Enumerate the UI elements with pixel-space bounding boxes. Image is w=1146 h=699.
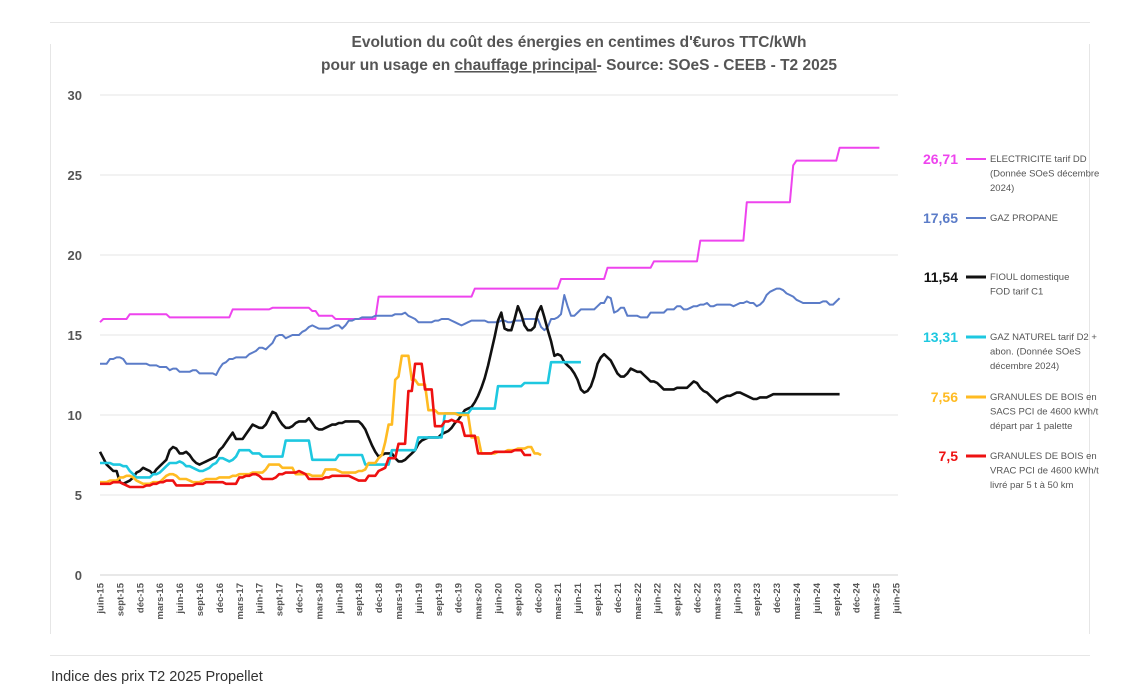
legend-text-6: livré par 5 t à 50 km bbox=[990, 480, 1074, 491]
x-tick-label: déc-15 bbox=[135, 582, 146, 613]
chart-title-line1: Evolution du coût des énergies en centim… bbox=[352, 34, 807, 51]
x-tick-label: déc-19 bbox=[454, 583, 465, 613]
legend-text-2: GAZ PROPANE bbox=[990, 213, 1058, 224]
series-line-2 bbox=[100, 287, 841, 376]
x-tick-label: juin-22 bbox=[653, 583, 664, 615]
legend-text-1: 2024) bbox=[990, 183, 1014, 194]
legend-value-1: 26,71 bbox=[923, 151, 958, 167]
legend-value-5: 7,56 bbox=[931, 389, 958, 405]
chart-title-line2: pour un usage en chauffage principal- So… bbox=[321, 57, 837, 74]
series-line-5 bbox=[100, 354, 542, 486]
x-tick-label: mars-23 bbox=[712, 583, 723, 619]
x-tick-label: déc-23 bbox=[772, 583, 783, 613]
gridlines bbox=[100, 94, 898, 496]
legend-text-3: FOD tarif C1 bbox=[990, 287, 1043, 298]
x-tick-label: juin-18 bbox=[334, 583, 345, 615]
legend-text-6: GRANULES DE BOIS en bbox=[990, 451, 1097, 462]
x-tick-label: sept-21 bbox=[593, 582, 604, 616]
x-tick-label: mars-17 bbox=[235, 583, 246, 619]
x-tick-label: sept-20 bbox=[513, 583, 524, 616]
x-tick-label: sept-23 bbox=[752, 583, 763, 616]
series-line-4 bbox=[100, 360, 581, 479]
x-tick-label: déc-18 bbox=[374, 583, 385, 613]
x-tick-label: mars-18 bbox=[314, 583, 325, 619]
x-tick-label: mars-24 bbox=[792, 582, 803, 619]
legend-text-5: départ par 1 palette bbox=[990, 421, 1072, 432]
x-tick-label: sept-18 bbox=[354, 583, 365, 616]
x-tick-label: juin-19 bbox=[414, 583, 425, 615]
x-tick-label: déc-16 bbox=[215, 583, 226, 613]
legend-text-3: FIOUL domestique bbox=[990, 272, 1069, 283]
x-tick-label: juin-24 bbox=[812, 582, 823, 614]
chart-image-frame bbox=[50, 44, 1090, 634]
legend-text-5: SACS PCI de 4600 kWh/t bbox=[990, 407, 1099, 418]
legend-value-3: 11,54 bbox=[924, 269, 958, 285]
legend-text-4: décembre 2024) bbox=[990, 361, 1059, 372]
x-tick-label: sept-22 bbox=[673, 583, 684, 616]
y-tick-label: 5 bbox=[75, 488, 82, 503]
x-tick-label: juin-21 bbox=[573, 582, 584, 614]
y-tick-label: 25 bbox=[68, 168, 82, 183]
legend-text-5: GRANULES DE BOIS en bbox=[990, 392, 1097, 403]
x-tick-label: mars-20 bbox=[474, 583, 485, 619]
x-tick-label: juin-20 bbox=[494, 583, 505, 615]
caption: Indice des prix T2 2025 Propellet bbox=[51, 669, 263, 685]
legend-text-4: abon. (Donnée SOeS bbox=[990, 347, 1081, 358]
legend-text-1: (Donnée SOeS décembre bbox=[990, 169, 1099, 180]
x-tick-label: mars-25 bbox=[872, 582, 883, 619]
x-tick-label: déc-17 bbox=[295, 583, 306, 613]
title-line2-source: - Source: SOeS - CEEB - T2 2025 bbox=[597, 57, 838, 74]
x-tick-label: mars-22 bbox=[633, 583, 644, 619]
x-tick-label: juin-17 bbox=[255, 583, 266, 615]
x-tick-label: sept-16 bbox=[195, 583, 206, 616]
legend-text-4: GAZ NATUREL tarif D2 + bbox=[990, 332, 1097, 343]
series-line-3 bbox=[98, 304, 840, 486]
legend: 26,71 ELECTRICITE tarif DD (Donnée SOeS dé… bbox=[923, 151, 1099, 491]
x-tick-label: sept-15 bbox=[115, 582, 126, 616]
top-divider bbox=[50, 22, 1090, 23]
x-tick-label: déc-20 bbox=[533, 583, 544, 613]
x-tick-label: déc-24 bbox=[852, 582, 863, 613]
x-tick-label: déc-22 bbox=[693, 583, 704, 613]
legend-text-6: VRAC PCI de 4600 kWh/t bbox=[990, 466, 1099, 477]
y-tick-label: 20 bbox=[68, 248, 82, 263]
axes: 0 5 10 15 20 25 30 juin-15 sept-15 déc-15 mars-16 j… bbox=[68, 88, 903, 619]
x-tick-label: mars-16 bbox=[155, 583, 166, 619]
x-tick-label: juin-23 bbox=[732, 583, 743, 615]
x-tick-label: déc-21 bbox=[613, 582, 624, 613]
x-tick-label: sept-17 bbox=[275, 583, 286, 616]
x-tick-label: juin-16 bbox=[175, 583, 186, 615]
x-tick-label: juin-25 bbox=[892, 582, 903, 614]
y-tick-label: 15 bbox=[68, 328, 82, 343]
x-tick-label: mars-21 bbox=[553, 582, 564, 619]
title-line2-start: pour un usage en bbox=[321, 57, 454, 74]
title-line2-underlined: chauffage principal bbox=[455, 57, 597, 74]
y-tick-label: 0 bbox=[75, 568, 82, 583]
y-tick-label: 30 bbox=[68, 88, 82, 103]
x-tick-label: sept-24 bbox=[832, 582, 843, 616]
y-tick-label: 10 bbox=[68, 408, 82, 423]
x-tick-label: sept-19 bbox=[434, 583, 445, 616]
x-tick-label: juin-15 bbox=[96, 582, 107, 614]
series-lines bbox=[98, 146, 880, 489]
legend-value-6: 7,5 bbox=[939, 448, 959, 464]
x-tick-label: mars-19 bbox=[394, 583, 405, 619]
series-line-1 bbox=[99, 146, 880, 323]
legend-value-4: 13,31 bbox=[923, 329, 958, 345]
legend-text-1: ELECTRICITE tarif DD bbox=[990, 154, 1087, 165]
bottom-divider bbox=[50, 655, 1090, 656]
series-line-6 bbox=[100, 362, 532, 489]
legend-value-2: 17,65 bbox=[923, 210, 958, 226]
